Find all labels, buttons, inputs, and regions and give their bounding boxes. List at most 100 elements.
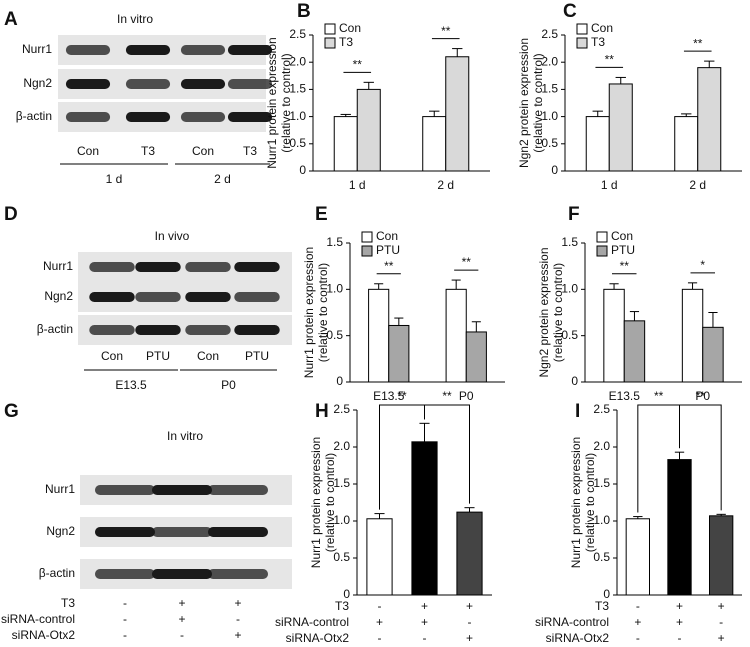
blot-band (151, 485, 213, 495)
x-tick-label: 1 d (601, 178, 618, 192)
condition-sign: + (376, 615, 383, 629)
blot-title: In vivo (155, 229, 190, 243)
condition-sign: + (234, 628, 241, 642)
blot-band (234, 292, 280, 302)
blot-band (185, 292, 231, 302)
y-tick-label: 2.0 (593, 439, 610, 453)
blot-band (125, 112, 171, 122)
condition-label: siRNA-control (1, 612, 75, 626)
y-tick-label: 1.0 (593, 513, 610, 527)
y-tick-label: 1.5 (326, 235, 343, 249)
lane-label: PTU (146, 349, 170, 363)
y-tick-label: 1.5 (593, 476, 610, 490)
y-tick-label: 0.5 (561, 328, 578, 342)
condition-sign: - (123, 612, 127, 626)
bar (667, 459, 692, 596)
blot-row-label: β-actin (16, 109, 52, 123)
y-tick-label: 0 (571, 374, 578, 388)
y-tick-label: 2.0 (541, 54, 558, 68)
significance-label: ** (605, 53, 615, 67)
condition-sign: - (636, 631, 640, 645)
bar (603, 288, 625, 383)
legend-label: PTU (376, 243, 400, 257)
panel-letter: G (4, 401, 19, 422)
panel-letter: I (575, 401, 580, 422)
condition-sign: - (719, 615, 723, 629)
condition-label: siRNA-Otx2 (546, 631, 610, 645)
bar (456, 511, 483, 596)
blot-band (207, 527, 269, 537)
condition-sign: - (378, 599, 382, 613)
y-tick-label: 2.5 (289, 27, 306, 41)
panel-letter: B (297, 1, 311, 22)
y-tick-label: 2.5 (333, 402, 350, 416)
significance-bracket (679, 404, 722, 511)
panel-letter: D (4, 204, 18, 225)
y-tick-label: 2.0 (289, 54, 306, 68)
y-axis-label: (relative to control) (551, 263, 565, 362)
blot-band (89, 292, 135, 302)
panel-letter: F (568, 204, 580, 225)
x-tick-label: P0 (459, 389, 474, 403)
x-tick-label: 2 d (689, 178, 706, 192)
blot-band (135, 325, 181, 335)
legend-swatch (576, 23, 588, 35)
condition-label: T3 (595, 599, 609, 613)
blot-band (185, 325, 231, 335)
x-tick-label: E13.5 (609, 389, 641, 403)
blot-row-label: β-actin (37, 322, 73, 336)
blot-band (227, 45, 273, 55)
lane-label: Con (101, 349, 123, 363)
blot-row-label: Ngn2 (23, 76, 52, 90)
y-tick-label: 0 (551, 163, 558, 177)
blot-row-label: β-actin (39, 566, 75, 580)
condition-sign: + (234, 596, 241, 610)
bar (422, 116, 447, 172)
y-axis-label: (relative to control) (531, 53, 545, 152)
y-axis-label: Ngn2 protein expression (537, 247, 551, 377)
significance-label: ** (620, 259, 630, 273)
blot-title: In vitro (167, 429, 203, 443)
y-axis-label: Nurr1 protein expression (569, 437, 583, 568)
condition-sign: - (123, 596, 127, 610)
blot-band (185, 262, 231, 272)
significance-label: ** (384, 259, 394, 273)
y-tick-label: 0.5 (541, 136, 558, 150)
blot-band (227, 112, 273, 122)
condition-sign: + (421, 615, 428, 629)
significance-label: ** (696, 389, 706, 403)
y-tick-label: 1.0 (326, 282, 343, 296)
blot-band (207, 485, 269, 495)
y-tick-label: 1.5 (561, 235, 578, 249)
y-axis-label: (relative to control) (323, 453, 337, 552)
blot-band (151, 569, 213, 579)
significance-label: * (700, 258, 705, 272)
y-tick-label: 1.0 (289, 109, 306, 123)
legend-swatch (576, 37, 588, 49)
blot-band (94, 569, 156, 579)
significance-label: ** (462, 255, 472, 269)
legend-swatch (596, 231, 608, 243)
condition-label: siRNA-control (535, 615, 609, 629)
x-tick-label: E13.5 (373, 389, 405, 403)
y-axis-label: (relative to control) (316, 263, 330, 362)
group-label: 2 d (214, 172, 231, 186)
blot-title: In vitro (117, 12, 153, 26)
bar (623, 320, 646, 383)
y-tick-label: 0.5 (326, 328, 343, 342)
bar (368, 288, 390, 383)
x-tick-label: 1 d (349, 178, 366, 192)
group-label: 1 d (106, 172, 123, 186)
y-tick-label: 0.5 (289, 136, 306, 150)
y-axis-label: (relative to control) (583, 453, 597, 552)
panel-letter: C (563, 1, 577, 22)
y-tick-label: 0.5 (593, 550, 610, 564)
condition-label: siRNA-Otx2 (286, 631, 350, 645)
blot-row-label: Nurr1 (43, 259, 73, 273)
lane-label: Con (192, 144, 214, 158)
significance-label: ** (441, 24, 451, 38)
blot-band (234, 262, 280, 272)
y-tick-label: 0 (343, 587, 350, 601)
x-tick-label: P0 (695, 389, 710, 403)
panel-letter: H (315, 401, 329, 422)
